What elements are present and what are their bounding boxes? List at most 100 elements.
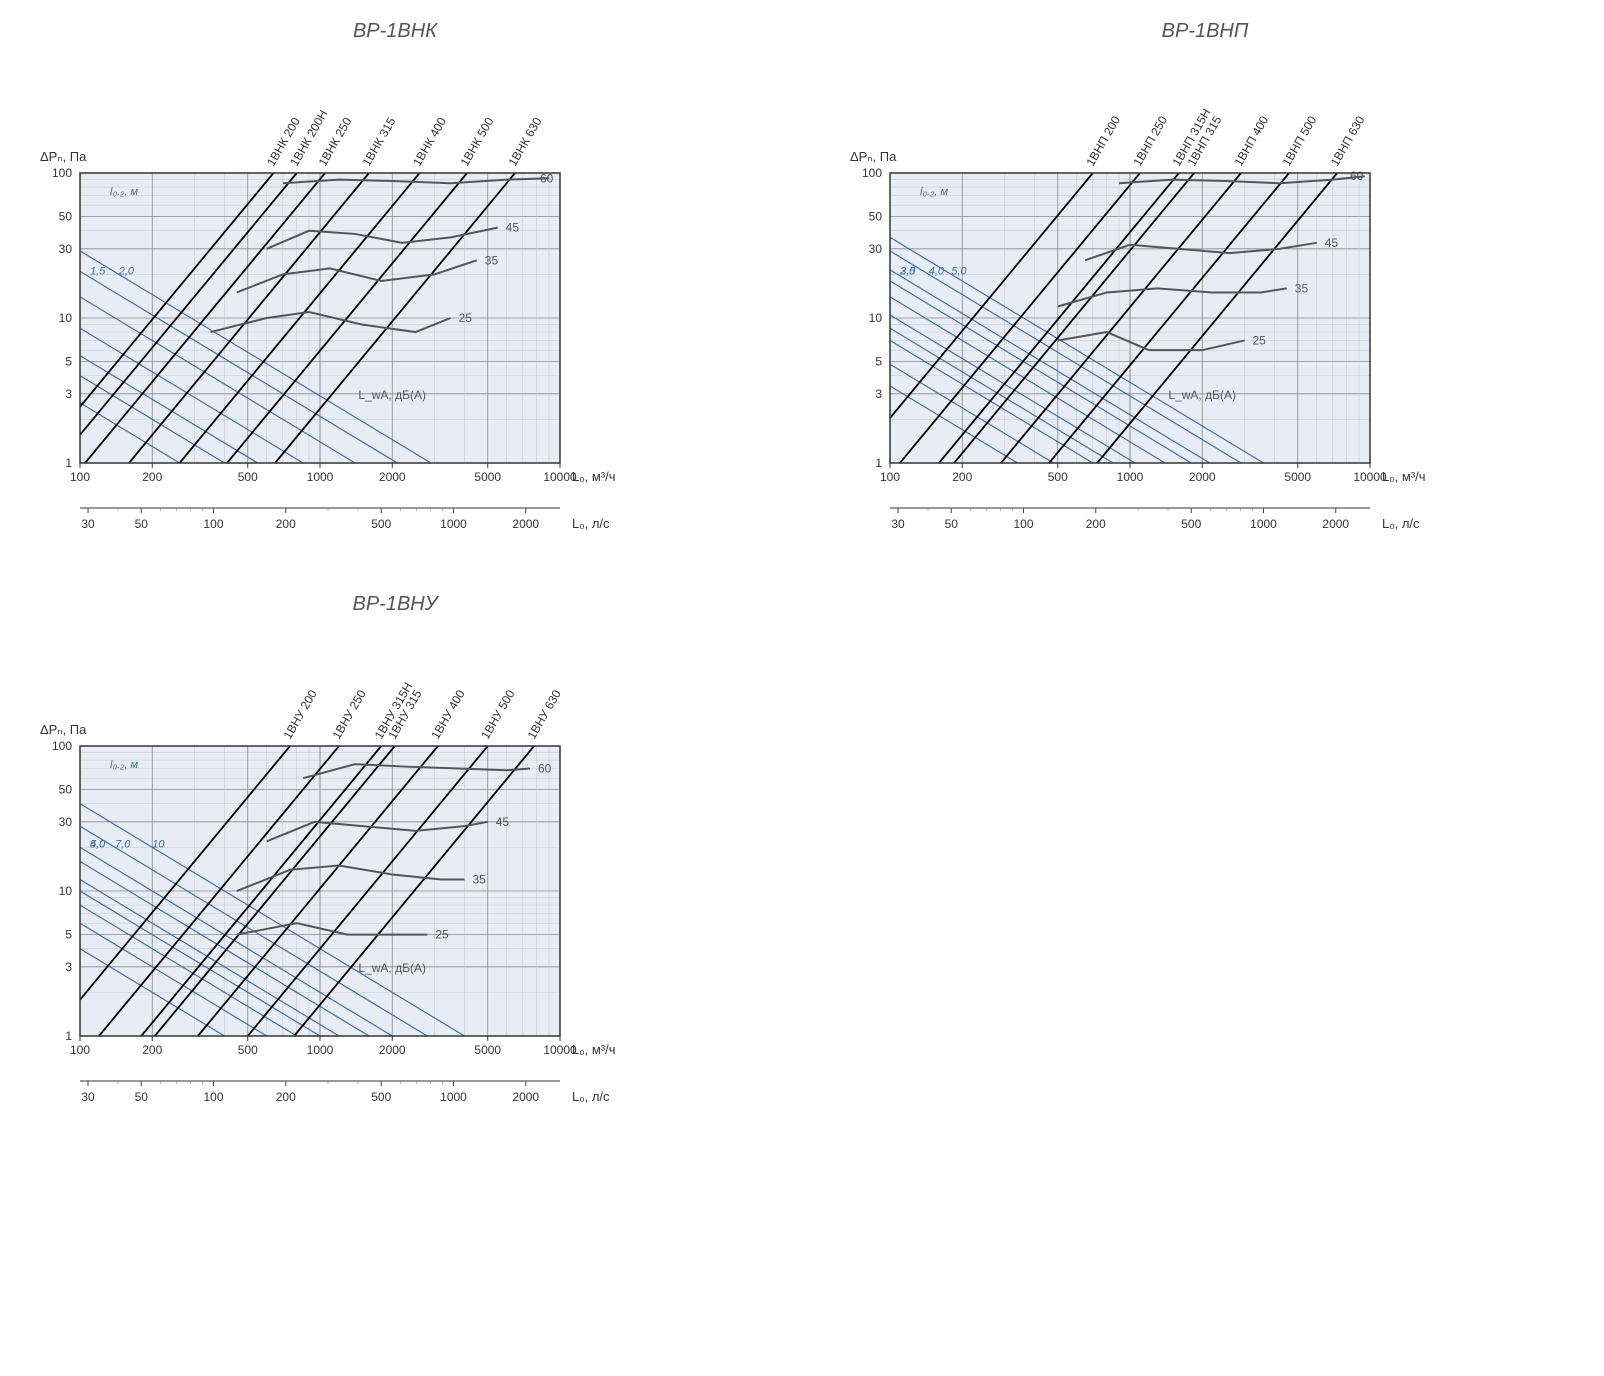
noise-label: 35 (485, 253, 499, 267)
x-tick-label: 200 (142, 1043, 162, 1057)
noise-label: 25 (1253, 333, 1267, 347)
x2-tick-label: 50 (945, 517, 959, 531)
x-tick-label: 200 (952, 470, 972, 484)
x2-tick-label: 1000 (1250, 517, 1277, 531)
noise-label: 35 (1295, 281, 1309, 295)
x-tick-label: 5000 (1284, 470, 1311, 484)
y-axis-label: ΔPₙ, Па (850, 149, 897, 164)
x-tick-label: 5000 (474, 470, 501, 484)
x-tick-label: 2000 (379, 470, 406, 484)
y-tick-label: 50 (59, 783, 73, 797)
x2-tick-label: 50 (135, 517, 149, 531)
x-tick-label: 2000 (379, 1043, 406, 1057)
y-tick-label: 3 (65, 387, 72, 401)
noise-label: 45 (506, 221, 520, 235)
velocity-label: 7,0 (115, 838, 131, 850)
y-tick-label: 10 (59, 311, 73, 325)
size-line-label: 1ВНК 400 (410, 115, 449, 169)
y-tick-label: 1 (65, 1029, 72, 1043)
chart-chart-vrk: ВР-1ВНК1,52,0l₀.₂, м1ВНК 2001ВНК 200H1ВН… (20, 20, 770, 553)
noise-axis-label: L_wA, дБ(A) (358, 961, 426, 975)
velocity-label: 2,0 (118, 265, 135, 277)
x2-tick-label: 30 (891, 517, 905, 531)
velocity-label: 10 (152, 838, 165, 850)
x-tick-label: 100 (70, 1043, 90, 1057)
size-line-label: 1ВНП 200 (1083, 113, 1123, 168)
size-line-label: 1ВНП 630 (1328, 113, 1368, 168)
x-tick-label: 1000 (307, 1043, 334, 1057)
grid (890, 173, 1370, 463)
y-tick-label: 50 (59, 210, 73, 224)
x-tick-label: 1000 (307, 470, 334, 484)
x2-tick-label: 50 (135, 1090, 149, 1104)
x-axis-label-ls: L₀, л/с (572, 516, 610, 531)
x2-tick-label: 200 (276, 1090, 296, 1104)
x2-tick-label: 30 (81, 517, 95, 531)
velocity-axis-label: l₀.₂, м (110, 186, 138, 198)
x-tick-label: 2000 (1189, 470, 1216, 484)
noise-label: 35 (472, 873, 486, 887)
size-line-label: 1ВНК 630 (506, 115, 545, 169)
y-tick-label: 30 (59, 242, 73, 256)
x-axis-label-ls: L₀, л/с (1382, 516, 1420, 531)
y-tick-label: 10 (59, 884, 73, 898)
x2-tick-label: 200 (276, 517, 296, 531)
noise-label: 60 (1350, 169, 1364, 183)
x2-tick-label: 2000 (512, 517, 539, 531)
size-line-label: 1ВНУ 250 (329, 687, 368, 741)
x-tick-label: 100 (70, 470, 90, 484)
y-tick-label: 50 (869, 210, 883, 224)
noise-axis-label: L_wA, дБ(A) (1168, 388, 1236, 402)
size-line-label: 1ВНУ 200 (280, 687, 319, 741)
x-tick-label: 5000 (474, 1043, 501, 1057)
y-tick-label: 5 (65, 928, 72, 942)
x2-tick-label: 100 (203, 1090, 223, 1104)
noise-label: 60 (538, 761, 552, 775)
noise-axis-label: L_wA, дБ(A) (358, 388, 426, 402)
x-tick-label: 100 (880, 470, 900, 484)
x2-tick-label: 2000 (1322, 517, 1349, 531)
x2-tick-label: 500 (1181, 517, 1201, 531)
noise-label: 45 (496, 815, 510, 829)
x2-tick-label: 100 (203, 517, 223, 531)
noise-label: 45 (1325, 236, 1339, 250)
y-tick-label: 1 (875, 456, 882, 470)
chart-svg: 4,05,07,010l₀.₂, м1ВНУ 2001ВНУ 2501ВНУ 3… (20, 676, 680, 1126)
y-axis-label: ΔPₙ, Па (40, 722, 87, 737)
y-axis-label: ΔPₙ, Па (40, 149, 87, 164)
size-line-label: 1ВНК 500 (458, 115, 497, 169)
x2-tick-label: 200 (1086, 517, 1106, 531)
size-line-label: 1ВНП 500 (1280, 113, 1320, 168)
x2-tick-label: 30 (81, 1090, 95, 1104)
x-axis-label-ls: L₀, л/с (572, 1089, 610, 1104)
x2-tick-label: 1000 (440, 1090, 467, 1104)
velocity-label: 1,5 (90, 265, 106, 277)
size-line-label: 1ВНП 250 (1130, 113, 1170, 168)
size-line-label: 1ВНП 400 (1231, 113, 1271, 168)
size-line-label: 1ВНУ 500 (478, 687, 517, 741)
x-axis-label-m3h: L₀, м³/ч (572, 469, 616, 484)
chart-chart-vrp: ВР-1ВНП2,53,04,05,0l₀.₂, м1ВНП 2001ВНП 2… (830, 20, 1580, 553)
noise-label: 25 (459, 311, 473, 325)
y-tick-label: 100 (52, 739, 72, 753)
x-tick-label: 1000 (1117, 470, 1144, 484)
x-axis-label-m3h: L₀, м³/ч (572, 1042, 616, 1057)
y-tick-label: 5 (875, 355, 882, 369)
x-tick-label: 200 (142, 470, 162, 484)
y-tick-label: 3 (65, 960, 72, 974)
y-tick-label: 30 (59, 815, 73, 829)
velocity-axis-label: l₀.₂, м (920, 186, 948, 198)
y-tick-label: 3 (875, 387, 882, 401)
x-tick-label: 500 (238, 1043, 258, 1057)
x-tick-label: 500 (238, 470, 258, 484)
chart-title: ВР-1ВНП (830, 20, 1580, 43)
velocity-axis-label: l₀.₂, м (110, 759, 138, 771)
x2-tick-label: 1000 (440, 517, 467, 531)
chart-title: ВР-1ВНК (20, 20, 770, 43)
chart-svg: 1,52,0l₀.₂, м1ВНК 2001ВНК 200H1ВНК 2501В… (20, 103, 680, 553)
velocity-label: 5,0 (951, 265, 967, 277)
size-line-label: 1ВНК 315 (359, 115, 398, 169)
y-tick-label: 10 (869, 311, 883, 325)
velocity-label: 5,0 (90, 838, 106, 850)
noise-label: 25 (435, 928, 449, 942)
